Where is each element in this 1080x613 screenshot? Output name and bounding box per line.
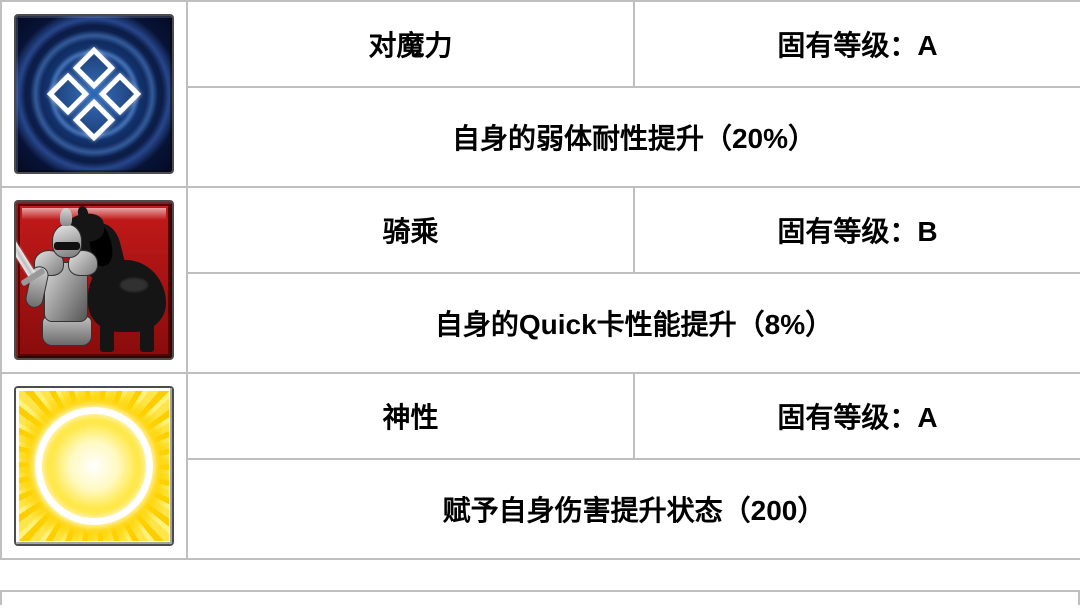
skill-rank: A (917, 402, 937, 433)
skill-name-cell: 骑乘 (187, 187, 634, 273)
table-row: 神性 固有等级：A (1, 373, 1080, 459)
skill-icon-cell (1, 187, 187, 373)
skill-icon-cell (1, 373, 187, 559)
skill-description: 自身的Quick卡性能提升（8%） (435, 309, 833, 340)
skill-name: 对魔力 (368, 30, 452, 61)
rank-label: 固有等级： (777, 402, 917, 433)
skill-name-cell: 对魔力 (187, 1, 634, 87)
passive-skills-table: 对魔力 固有等级：A 自身的弱体耐性提升（20%） (0, 0, 1080, 560)
rank-label: 固有等级： (777, 30, 917, 61)
skill-rank-cell: 固有等级：A (634, 373, 1080, 459)
skill-rank: B (917, 216, 937, 247)
riding-icon (14, 200, 174, 360)
skill-rank: A (917, 30, 937, 61)
skill-desc-cell: 自身的Quick卡性能提升（8%） (187, 273, 1080, 373)
skill-description: 赋予自身伤害提升状态（200） (443, 495, 826, 526)
skill-desc-cell: 自身的弱体耐性提升（20%） (187, 87, 1080, 187)
skill-rank-cell: 固有等级：B (634, 187, 1080, 273)
next-table-top-edge (0, 590, 1080, 605)
skill-name-cell: 神性 (187, 373, 634, 459)
skill-name: 神性 (382, 402, 438, 433)
skill-rank-cell: 固有等级：A (634, 1, 1080, 87)
skill-desc-cell: 赋予自身伤害提升状态（200） (187, 459, 1080, 559)
magic-resistance-icon (14, 14, 174, 174)
skill-description: 自身的弱体耐性提升（20%） (452, 123, 816, 154)
divinity-icon (14, 386, 174, 546)
table-row: 骑乘 固有等级：B (1, 187, 1080, 273)
table-row: 对魔力 固有等级：A (1, 1, 1080, 87)
skill-icon-cell (1, 1, 187, 187)
rank-label: 固有等级： (777, 216, 917, 247)
skill-name: 骑乘 (382, 216, 438, 247)
